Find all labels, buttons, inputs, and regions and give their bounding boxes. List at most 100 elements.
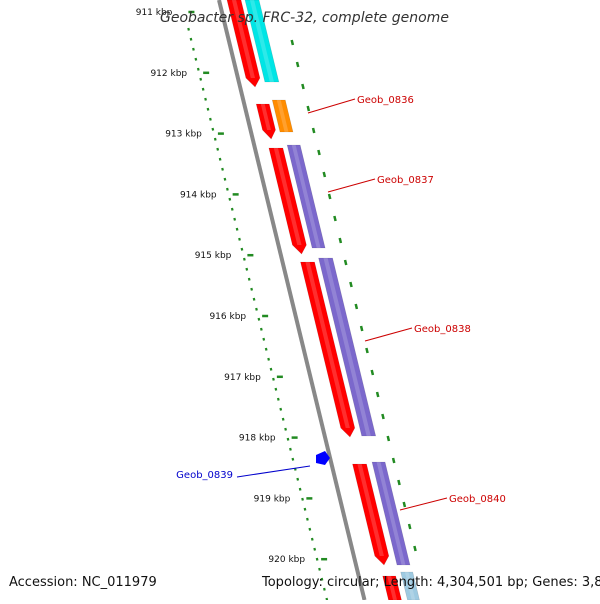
outer-track-dash (365, 347, 369, 354)
gene-label-leader (236, 465, 311, 478)
ruler-dot (192, 47, 195, 51)
ruler-dot (196, 67, 200, 71)
outer-track-dash (354, 303, 359, 310)
gene-arrow-shade (231, 0, 256, 78)
gene-arrow (352, 463, 390, 566)
ruler-tick-label: 916 kbp (209, 312, 246, 322)
ruler-dot (313, 547, 317, 551)
ruler-dot (320, 577, 324, 581)
ruler-dot (259, 327, 263, 331)
outer-track-dash (370, 369, 375, 376)
outer-track-dash (381, 413, 385, 420)
cds-block-shade (323, 258, 371, 436)
ruler-dot (216, 147, 220, 151)
ruler-dot (238, 237, 241, 241)
outer-track-dash (349, 281, 353, 288)
gene-arrow-shade (387, 576, 397, 600)
ruler-dot (303, 507, 307, 511)
gene-arrow-shade (273, 148, 302, 245)
gene-arrow-shade (260, 104, 271, 130)
gene-label-leader (399, 497, 448, 511)
accession-text: Accession: NC_011979 (9, 575, 157, 590)
ruler-dot (281, 417, 285, 421)
ruler-tick-label: 912 kbp (150, 69, 187, 79)
cds-block (271, 99, 294, 133)
ruler-dot (315, 557, 319, 561)
gene-label-geob_0838: Geob_0838 (414, 324, 471, 335)
cds-block-shade (291, 145, 321, 248)
gene-label-geob_0839: Geob_0839 (176, 470, 233, 481)
ruler-dot (187, 27, 190, 31)
outer-track-dash (359, 325, 364, 332)
ruler-dot (189, 37, 193, 41)
ruler-dot (242, 257, 246, 261)
cds-block-shade (249, 0, 274, 82)
ruler-dot (291, 457, 295, 461)
outer-track-dash (322, 171, 327, 178)
gene-arrow (268, 147, 307, 255)
ruler-dot (255, 307, 258, 311)
gene-arrow-shade (305, 262, 350, 428)
gene-arrow (255, 103, 276, 140)
ruler-dot (272, 377, 275, 381)
ruler-tick-label: 913 kbp (165, 130, 202, 140)
ruler-dot (318, 567, 321, 571)
ruler-tick-label: 911 kbp (136, 8, 173, 18)
gene-label-geob_0840: Geob_0840 (449, 494, 506, 505)
ruler-tick-label: 918 kbp (239, 434, 276, 444)
ruler-dot (323, 587, 326, 591)
ruler-dot (269, 367, 273, 371)
ruler-tick-label: 917 kbp (224, 373, 261, 383)
outer-track-dash (386, 435, 391, 442)
ruler-tick-label: 914 kbp (180, 190, 217, 200)
ruler-tick-label: 920 kbp (268, 555, 305, 565)
ruler-dot (262, 337, 266, 341)
outer-track-dash (338, 237, 343, 244)
ruler-dot (286, 437, 290, 441)
ruler-dot (257, 317, 261, 321)
geob-0839-marker (316, 451, 330, 465)
cds-block (286, 144, 326, 249)
ruler-dot (218, 157, 222, 161)
ruler-dot (204, 97, 207, 101)
ruler-dot (298, 487, 302, 491)
cds-block (318, 257, 377, 437)
ruler-dot (233, 217, 237, 221)
ruler-dot (213, 137, 217, 141)
cds-block (244, 0, 280, 83)
outer-track-dash (295, 61, 300, 68)
outer-track-dash (375, 391, 380, 398)
ruler-dot (247, 277, 251, 281)
gene-label-leader (327, 178, 376, 193)
ruler-dot (306, 517, 309, 521)
genome-backbone (217, 0, 367, 601)
outer-track-dash (327, 193, 332, 200)
ruler-dot (274, 387, 278, 391)
cds-block (371, 461, 411, 566)
ruler-dot (206, 107, 210, 111)
gene-label-geob_0837: Geob_0837 (377, 175, 434, 186)
ruler-dot (296, 477, 300, 481)
ruler-dot (279, 407, 283, 411)
outer-track-dash (290, 39, 295, 46)
ruler-dot (228, 197, 232, 201)
outer-track-dash (397, 479, 401, 486)
outer-track-dash (407, 523, 412, 530)
ruler-dot (221, 167, 224, 171)
ruler-dot (245, 267, 249, 271)
ruler-dot (209, 117, 212, 121)
outer-track-dash (317, 149, 321, 156)
outer-track-dash (333, 215, 337, 222)
ruler-dot (252, 297, 256, 301)
ruler-dot (223, 177, 227, 181)
cds-block-shade (376, 462, 406, 565)
ruler-dot (301, 497, 304, 501)
map-title: Geobacter sp. FRC-32, complete genome (160, 10, 449, 26)
gene-label-leader (307, 98, 356, 114)
outer-track-dash (413, 545, 417, 552)
ruler-dot (199, 77, 203, 81)
ruler-dot (211, 127, 215, 131)
gene-label-leader (364, 327, 413, 342)
ruler-dot (310, 537, 314, 541)
